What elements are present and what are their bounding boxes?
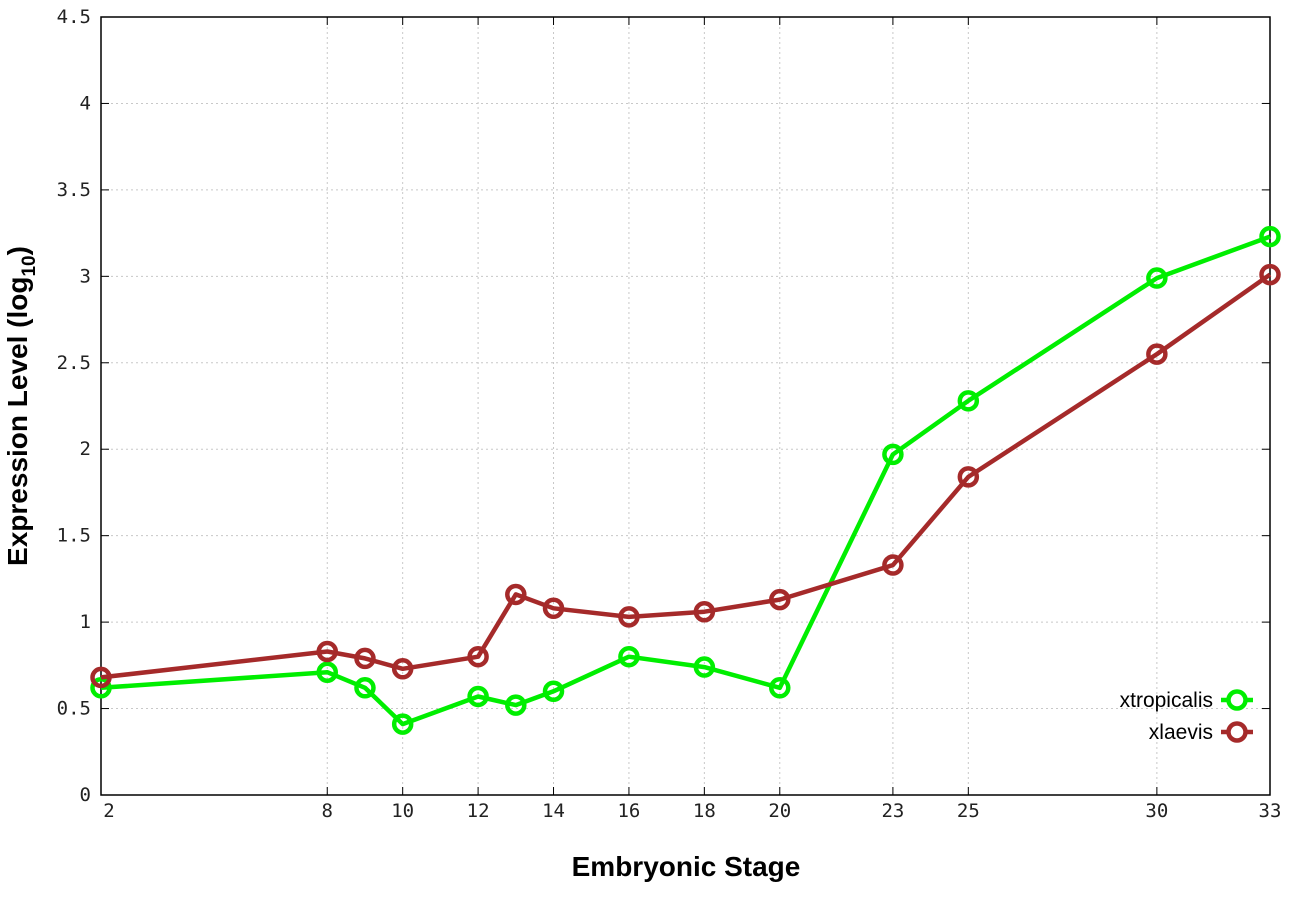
axis-ticks: 0 0.5 1 1.5 2 2.5 3 3.5 4 4.5 2 8 10 12 14 16 18 20 23 25 30… [57,6,1282,822]
y-tick-label: 0.5 [57,698,91,720]
y-tick-label: 1 [80,611,91,633]
y-tick-label: 2.5 [57,352,91,374]
x-tick-label: 23 [881,800,904,822]
data-point-xlaevis [1259,263,1281,286]
data-point-xlaevis [354,647,376,670]
data-point-xtropicalis [467,685,489,708]
data-point-xtropicalis [505,694,527,716]
grid-lines [100,16,1271,796]
x-axis-title: Embryonic Stage [572,851,801,882]
legend-item-xtropicalis: xtropicalis [1120,689,1253,712]
y-tick-label: 0 [80,784,91,806]
series-line-xlaevis [100,272,1272,680]
data-point-xlaevis [467,645,489,668]
x-tick-label: 33 [1259,800,1282,822]
data-point-xtropicalis [316,661,339,683]
y-axis-title: Expression Level (log10) [2,246,40,566]
series-lines [90,225,1281,735]
data-point-xtropicalis [882,443,904,466]
y-tick-label: 3.5 [57,179,91,201]
legend-label: xlaevis [1149,721,1213,744]
y-tick-label: 1.5 [57,525,91,547]
x-tick-label: 30 [1145,800,1168,822]
data-point-xlaevis [693,600,716,623]
legend-label: xtropicalis [1120,689,1213,712]
x-tick-label: 2 [103,800,114,822]
series-line-xtropicalis [100,234,1271,727]
data-point-xtropicalis [693,656,716,678]
data-point-xlaevis [505,583,527,606]
x-tick-label: 12 [467,800,490,822]
x-tick-label: 16 [617,800,640,822]
data-point-xlaevis [90,666,112,689]
legend-swatch-marker [1226,689,1248,711]
data-point-xtropicalis [618,645,640,668]
x-tick-label: 25 [957,800,980,822]
y-axis-title-subscript: 10 [19,255,40,276]
data-point-xlaevis [957,466,980,488]
data-point-xtropicalis [354,677,376,699]
data-point-xtropicalis [391,713,414,735]
y-axis-title-close: ) [2,246,33,255]
data-point-xlaevis [316,640,339,663]
y-axis-title-text: Expression Level (log [2,277,33,566]
data-point-xlaevis [1146,343,1168,365]
y-tick-label: 3 [80,265,91,287]
data-point-xtropicalis [542,680,565,703]
y-tick-label: 4 [80,92,91,114]
data-point-xtropicalis [957,390,980,412]
data-point-xtropicalis [90,677,112,699]
y-tick-label: 4.5 [57,6,91,28]
x-tick-label: 8 [322,800,333,822]
data-point-xlaevis [769,588,791,611]
data-point-xtropicalis [769,677,791,699]
series-xlaevis [90,263,1281,689]
data-point-xtropicalis [1146,267,1168,289]
data-point-xlaevis [618,606,640,628]
x-tick-label: 14 [542,800,565,822]
x-tick-label: 18 [693,800,716,822]
data-point-xlaevis [391,658,414,680]
data-point-xlaevis [542,597,565,620]
legend-swatch-marker [1226,721,1248,743]
data-point-xlaevis [882,554,904,576]
y-tick-label: 2 [80,438,91,460]
data-point-xtropicalis [1259,225,1281,248]
plot-frame [100,16,1271,796]
series-xtropicalis [90,225,1281,735]
x-tick-label: 20 [768,800,791,822]
legend: xtropicalis xlaevis [1120,689,1253,744]
x-tick-label: 10 [391,800,414,822]
legend-item-xlaevis: xlaevis [1149,721,1253,744]
